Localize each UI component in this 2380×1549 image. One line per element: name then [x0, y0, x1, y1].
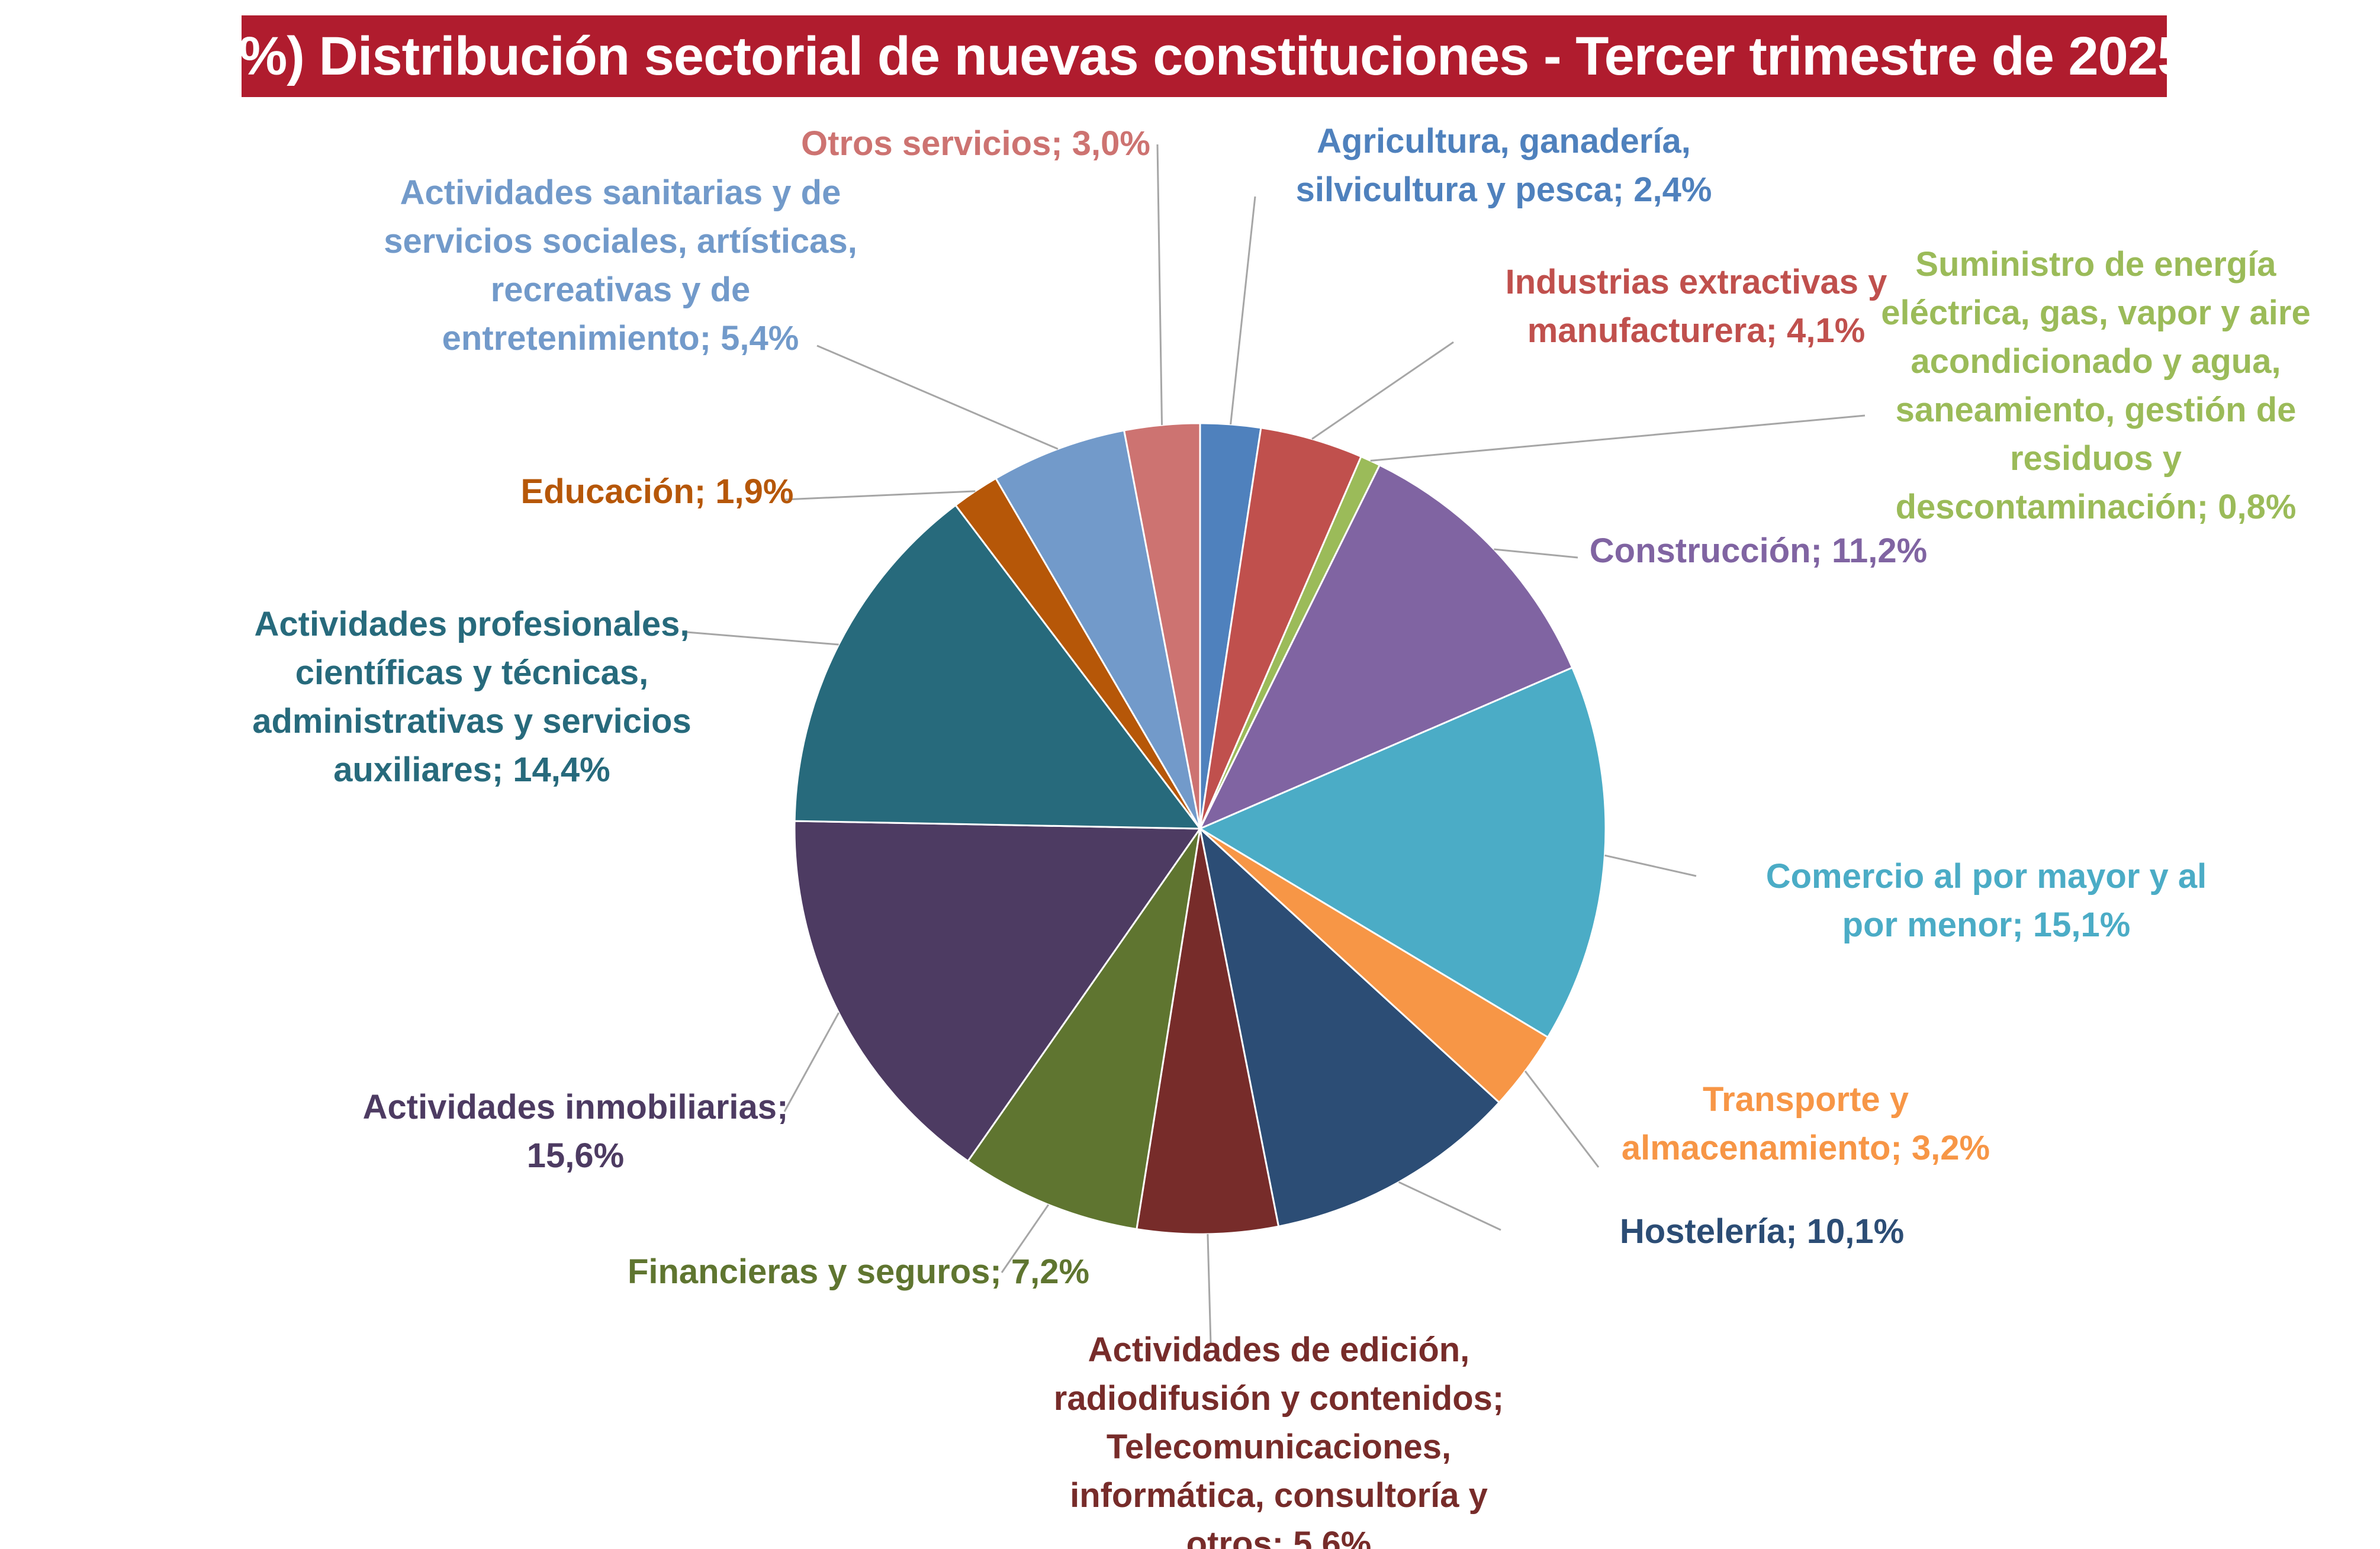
slice-label-line: servicios sociales, artísticas, — [384, 222, 857, 260]
slice-label-line: Actividades de edición, — [1088, 1331, 1470, 1369]
slice-label-line: Telecomunicaciones, — [1107, 1428, 1451, 1466]
slice-labels: Agricultura, ganadería, silvicultura y pe… — [252, 122, 2310, 1549]
slice-label-line: radiodifusión y contenidos; — [1054, 1379, 1504, 1418]
slice-label-6: Transporte y almacenamiento; 3,2% — [1622, 1080, 1990, 1167]
slice-label-13: Actividades sanitarias y de servicios soc… — [384, 173, 857, 358]
slice-label-2: Industrias extractivas y manufacturera; 4… — [1506, 263, 1887, 350]
leader-line-9 — [1001, 1204, 1050, 1273]
slice-label-line: residuos y — [2010, 439, 2182, 478]
slice-label-line: informática, consultoría y — [1070, 1476, 1488, 1515]
slice-label-14: Otros servicios; 3,0% — [801, 124, 1150, 163]
slice-label-line: Actividades sanitarias y de — [400, 173, 841, 212]
pie-slice-9 — [966, 828, 1201, 1231]
pie-slice-4 — [1198, 463, 1574, 830]
slice-label-line: saneamiento, gestión de — [1896, 391, 2297, 429]
slice-label-9: Financieras y seguros; 7,2% — [628, 1252, 1089, 1291]
slice-label-line: eléctrica, gas, vapor y aire — [1881, 294, 2310, 332]
pie-slice-11 — [793, 504, 1202, 830]
slice-label-line: por menor; 15,1% — [1842, 906, 2131, 944]
slice-label-line: Actividades inmobiliarias; — [363, 1088, 789, 1126]
slice-label-5: Comercio al por mayor y al por menor; 15,… — [1766, 857, 2207, 944]
leader-line-12 — [784, 490, 976, 501]
slice-label-line: administrativas y servicios — [252, 702, 692, 740]
slice-label-line: Hostelería; 10,1% — [1620, 1212, 1904, 1251]
leader-line-13 — [816, 344, 1059, 450]
slice-label-line: Actividades profesionales, — [255, 605, 690, 643]
pie-slice-2 — [1199, 427, 1363, 829]
leader-line-10 — [783, 1012, 840, 1112]
slice-label-11: Actividades profesionales, científicas y … — [252, 605, 692, 789]
slice-label-10: Actividades inmobiliarias; 15,6% — [363, 1088, 789, 1175]
slice-label-line: manufacturera; 4,1% — [1527, 311, 1866, 350]
slice-label-line: descontaminación; 0,8% — [1896, 488, 2297, 526]
slice-label-line: recreativas y de — [491, 270, 751, 309]
slice-label-7: Hostelería; 10,1% — [1620, 1212, 1904, 1251]
pie-slices — [793, 422, 1607, 1235]
leader-line-8 — [1207, 1234, 1212, 1344]
chart-title: (%) Distribución sectorial de nuevas con… — [221, 25, 2188, 86]
slice-label-line: Construcción; 11,2% — [1590, 532, 1927, 570]
leader-line-1 — [1230, 196, 1256, 425]
leader-line-2 — [1311, 341, 1454, 440]
leader-line-3 — [1370, 414, 1866, 462]
slice-label-line: Suministro de energía — [1915, 245, 2276, 284]
slice-label-8: Actividades de edición, radiodifusión y c… — [1054, 1331, 1504, 1549]
slice-label-line: almacenamiento; 3,2% — [1622, 1129, 1990, 1167]
slice-label-line: silvicultura y pesca; 2,4% — [1296, 170, 1712, 209]
slice-label-line: acondicionado y agua, — [1911, 342, 2281, 381]
leader-line-7 — [1398, 1181, 1501, 1231]
leader-line-6 — [1524, 1070, 1600, 1168]
slice-label-line: otros; 5,6% — [1186, 1525, 1372, 1549]
slice-label-line: Otros servicios; 3,0% — [801, 124, 1150, 163]
slice-label-line: Industrias extractivas y — [1506, 263, 1887, 301]
slice-label-line: Comercio al por mayor y al — [1766, 857, 2207, 896]
slice-label-line: auxiliares; 14,4% — [333, 751, 610, 789]
leader-line-4 — [1494, 548, 1578, 559]
slice-label-line: Agricultura, ganadería, — [1317, 122, 1691, 160]
slice-label-12: Educación; 1,9% — [521, 472, 794, 511]
leader-lines — [686, 144, 1866, 1344]
slice-label-3: Suministro de energía eléctrica, gas, vap… — [1881, 245, 2310, 526]
slice-label-4: Construcción; 11,2% — [1590, 532, 1927, 570]
slice-label-line: Educación; 1,9% — [521, 472, 794, 511]
pie-slice-10 — [793, 820, 1202, 1162]
leader-line-11 — [686, 631, 839, 646]
chart-title-banner: (%) Distribución sectorial de nuevas con… — [221, 15, 2188, 97]
leader-line-14 — [1156, 144, 1163, 426]
pie-slice-13 — [994, 429, 1201, 829]
slice-label-line: Transporte y — [1703, 1080, 1909, 1119]
leader-line-5 — [1604, 854, 1697, 877]
slice-label-1: Agricultura, ganadería, silvicultura y pe… — [1296, 122, 1712, 209]
slice-label-line: científicas y técnicas, — [295, 653, 648, 692]
slice-label-line: Financieras y seguros; 7,2% — [628, 1252, 1089, 1291]
slice-label-line: 15,6% — [527, 1136, 624, 1175]
slice-label-line: entretenimiento; 5,4% — [442, 319, 799, 358]
